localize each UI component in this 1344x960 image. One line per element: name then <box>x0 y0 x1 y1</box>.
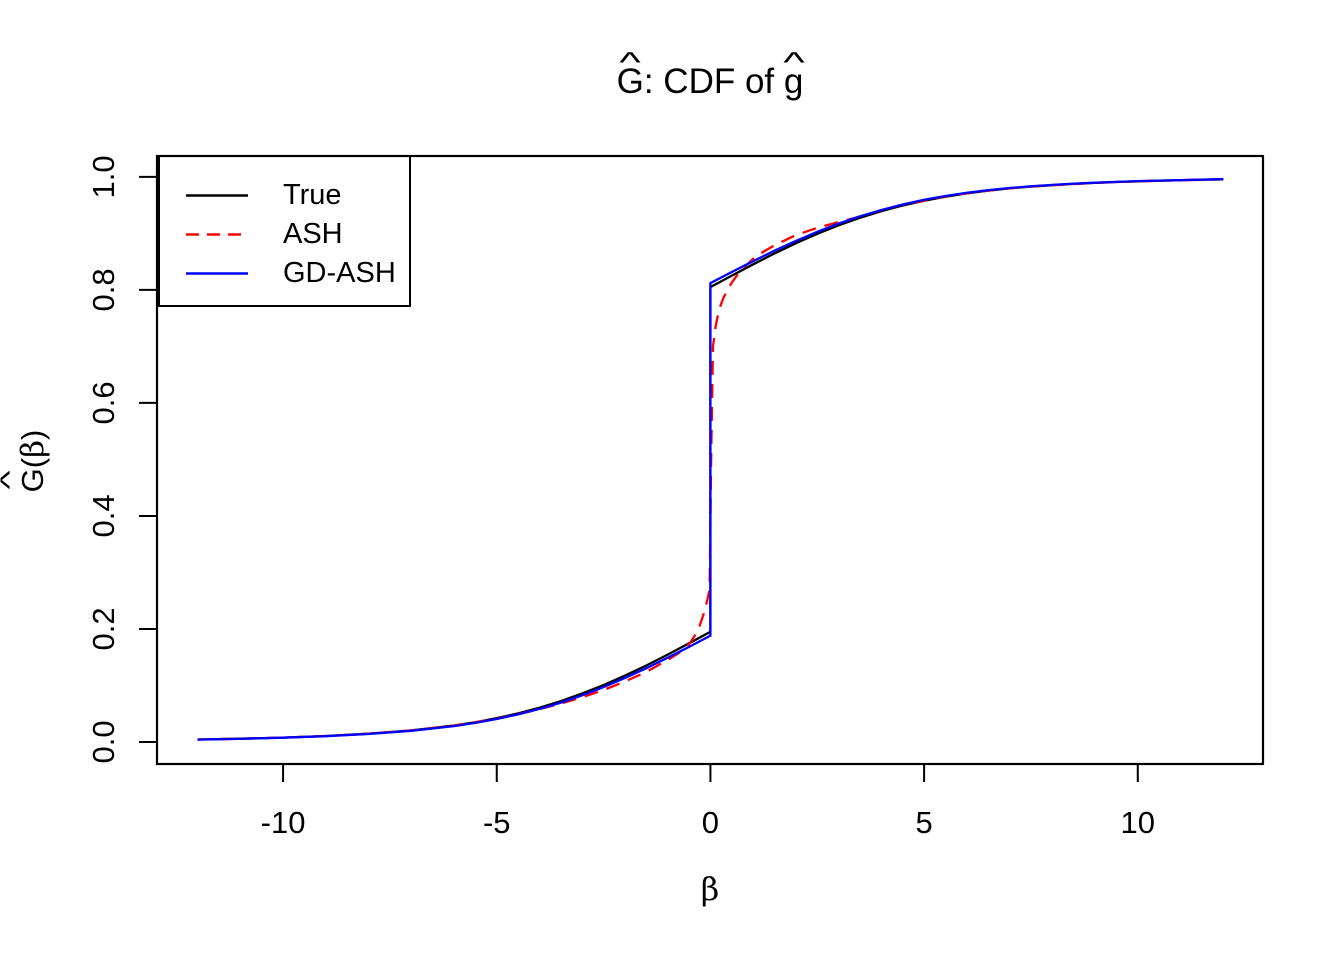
title-letter-G: G <box>616 62 644 101</box>
y-axis-tick-label: 0.0 <box>86 720 121 763</box>
title-G-with-hat: ^ G <box>616 49 644 102</box>
y-axis-tick-label: 1.0 <box>86 155 121 198</box>
legend-item-label: GD-ASH <box>283 257 396 289</box>
chart-title: ^ G: CDF of ^ g <box>0 49 1344 102</box>
series-line-gd-ash <box>197 178 1224 741</box>
legend-item-gd-ash: GD-ASH <box>160 254 409 293</box>
x-axis-tick-label: 5 <box>915 805 932 840</box>
x-axis-label: β <box>700 870 720 908</box>
legend-line-sample <box>186 194 248 197</box>
title-text: : CDF of <box>643 62 784 101</box>
x-axis-tick-label: 10 <box>1121 805 1155 840</box>
y-axis-tick-label: 0.4 <box>86 494 121 537</box>
legend-line-sample <box>186 233 248 236</box>
x-axis-tick-label: -10 <box>261 805 306 840</box>
x-axis-tick-label: -5 <box>483 805 511 840</box>
legend-item-label: ASH <box>283 218 343 250</box>
title-g-with-hat: ^ g <box>783 49 805 102</box>
legend-item-ash: ASH <box>160 215 409 254</box>
y-axis-tick-label: 0.6 <box>86 381 121 424</box>
y-axis-tick-label: 0.2 <box>86 607 121 650</box>
title-letter-g: g <box>783 62 804 101</box>
legend-item-true: True <box>160 176 409 215</box>
legend-line-sample <box>186 272 248 275</box>
legend: True ASH GD-ASH <box>158 155 411 307</box>
hat-icon: ^ <box>782 46 805 79</box>
hat-icon: ^ <box>619 46 642 79</box>
legend-item-label: True <box>283 179 342 211</box>
x-axis-tick-label: 0 <box>702 805 719 840</box>
y-axis-tick-label: 0.8 <box>86 268 121 311</box>
